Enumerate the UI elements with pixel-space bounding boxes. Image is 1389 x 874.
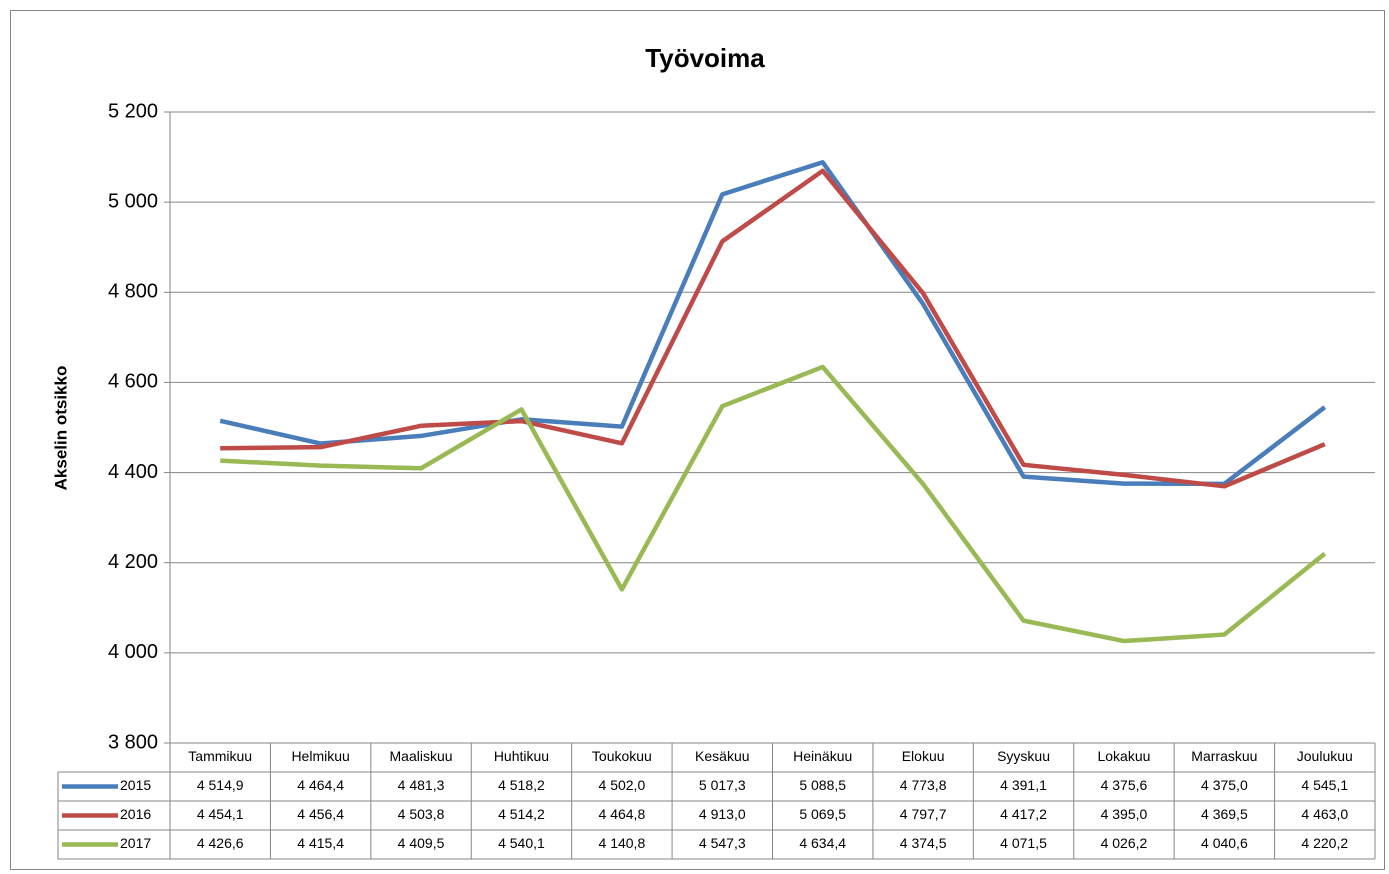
legend-label: 2017 — [120, 835, 151, 851]
x-tick-label: Kesäkuu — [695, 748, 749, 764]
table-cell: 4 514,2 — [498, 806, 545, 822]
x-tick-label: Maaliskuu — [390, 748, 453, 764]
chart-border — [10, 10, 1385, 870]
table-cell: 4 454,1 — [197, 806, 244, 822]
table-cell: 4 409,5 — [398, 835, 445, 851]
table-cell: 4 464,8 — [599, 806, 646, 822]
chart-title: Työvoima — [645, 43, 765, 73]
table-cell: 4 071,5 — [1000, 835, 1047, 851]
table-cell: 5 017,3 — [699, 777, 746, 793]
series-line — [220, 168, 1326, 489]
x-tick-label: Elokuu — [902, 748, 945, 764]
table-cell: 4 417,2 — [1000, 806, 1047, 822]
table-cell: 4 464,4 — [297, 777, 344, 793]
table-cell: 4 545,1 — [1301, 777, 1348, 793]
table-cell: 4 375,0 — [1201, 777, 1248, 793]
table-cell: 4 426,6 — [197, 835, 244, 851]
table-cell: 4 514,9 — [197, 777, 244, 793]
y-tick-label: 3 800 — [108, 731, 158, 753]
x-tick-label: Marraskuu — [1191, 748, 1257, 764]
x-tick-label: Toukokuu — [592, 748, 652, 764]
x-tick-label: Helmikuu — [291, 748, 349, 764]
table-cell: 4 913,0 — [699, 806, 746, 822]
table-cell: 4 502,0 — [599, 777, 646, 793]
y-tick-label: 4 200 — [108, 551, 158, 573]
x-tick-label: Syyskuu — [997, 748, 1050, 764]
table-cell: 4 540,1 — [498, 835, 545, 851]
table-cell: 4 140,8 — [599, 835, 646, 851]
x-tick-label: Lokakuu — [1097, 748, 1150, 764]
y-tick-label: 5 200 — [108, 100, 158, 122]
table-cell: 4 456,4 — [297, 806, 344, 822]
table-cell: 5 069,5 — [799, 806, 846, 822]
y-tick-label: 4 000 — [108, 641, 158, 663]
table-cell: 4 503,8 — [398, 806, 445, 822]
table-cell: 4 518,2 — [498, 777, 545, 793]
table-cell: 4 026,2 — [1101, 835, 1148, 851]
table-cell: 4 375,6 — [1101, 777, 1148, 793]
legend-label: 2015 — [120, 777, 151, 793]
y-axis-title: Akselin otsikko — [51, 366, 70, 491]
table-cell: 4 481,3 — [398, 777, 445, 793]
x-tick-label: Heinäkuu — [793, 748, 852, 764]
x-tick-label: Tammikuu — [188, 748, 252, 764]
y-tick-label: 4 600 — [108, 371, 158, 393]
table-cell: 4 369,5 — [1201, 806, 1248, 822]
table-cell: 4 634,4 — [799, 835, 846, 851]
table-cell: 4 773,8 — [900, 777, 947, 793]
table-cell: 4 547,3 — [699, 835, 746, 851]
series-line — [219, 160, 1327, 487]
table-cell: 4 395,0 — [1101, 806, 1148, 822]
series-line — [220, 364, 1327, 644]
table-cell: 4 040,6 — [1201, 835, 1248, 851]
legend-label: 2016 — [120, 806, 151, 822]
table-cell: 4 374,5 — [900, 835, 947, 851]
x-tick-label: Huhtikuu — [494, 748, 549, 764]
x-tick-label: Joulukuu — [1297, 748, 1353, 764]
y-tick-label: 4 800 — [108, 281, 158, 303]
table-cell: 4 797,7 — [900, 806, 947, 822]
table-cell: 4 391,1 — [1000, 777, 1047, 793]
y-tick-label: 5 000 — [108, 190, 158, 212]
table-cell: 4 415,4 — [297, 835, 344, 851]
table-cell: 4 463,0 — [1301, 806, 1348, 822]
table-cell: 5 088,5 — [799, 777, 846, 793]
y-tick-label: 4 400 — [108, 461, 158, 483]
table-cell: 4 220,2 — [1301, 835, 1348, 851]
